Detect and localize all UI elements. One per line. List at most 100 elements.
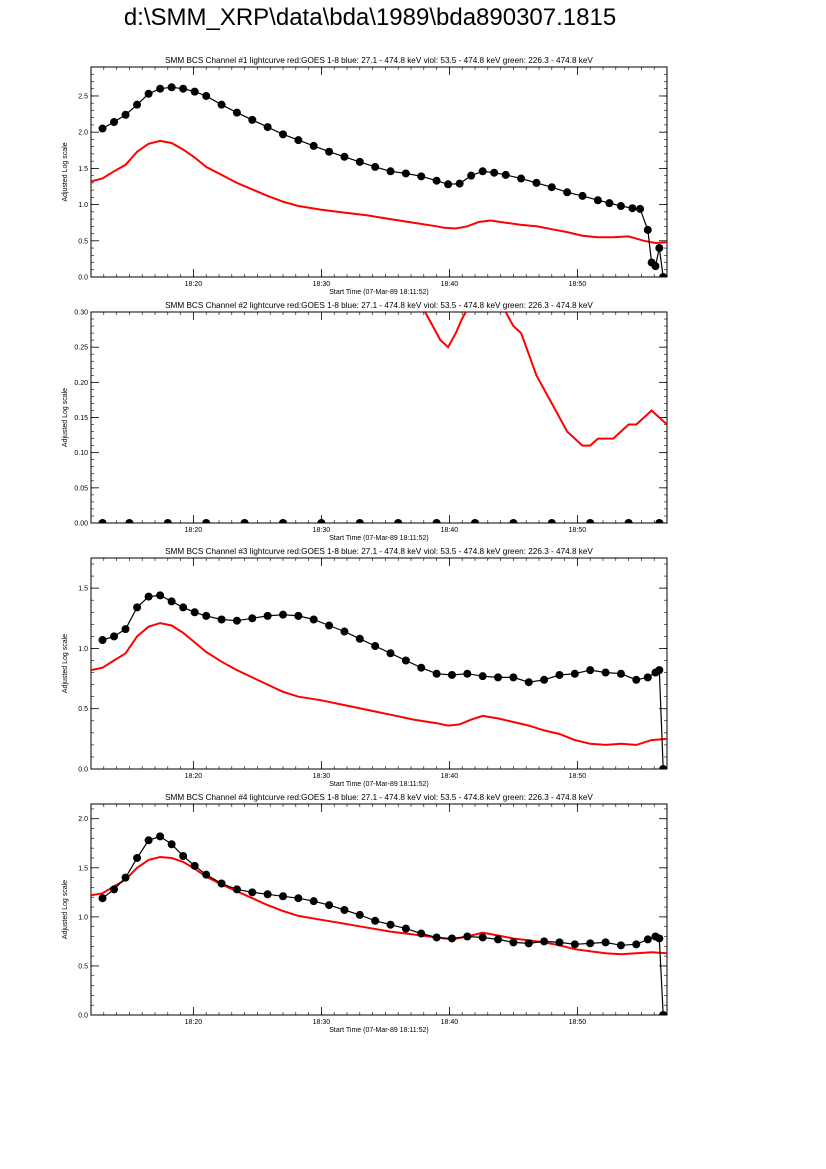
x-tick-label: 18:40 xyxy=(441,281,459,288)
bcs-data-point xyxy=(232,885,241,894)
x-axis-label: Start Time (07-Mar-89 18:11:52) xyxy=(329,781,428,788)
bcs-data-point xyxy=(121,625,130,634)
bcs-data-point xyxy=(586,519,595,523)
chart-title: SMM BCS Channel #3 lightcurve red:GOES 1… xyxy=(165,547,593,556)
bcs-data-point xyxy=(643,673,652,682)
bcs-data-point xyxy=(386,920,395,929)
x-tick-label: 18:30 xyxy=(313,281,331,288)
goes-series-line xyxy=(91,855,667,956)
bcs-data-point xyxy=(494,935,503,944)
x-tick-label: 18:40 xyxy=(441,527,459,534)
x-tick-label: 18:50 xyxy=(569,527,587,534)
bcs-data-point xyxy=(179,84,188,93)
page-title: d:\SMM_XRP\data\bda\1989\bda890307.1815 xyxy=(123,4,617,31)
bcs-data-point xyxy=(217,615,226,624)
bcs-data-point xyxy=(248,888,257,897)
plot-frame xyxy=(90,557,668,770)
bcs-data-point xyxy=(593,196,602,205)
bcs-data-point xyxy=(659,1011,667,1015)
bcs-data-point xyxy=(509,673,518,682)
bcs-data-point xyxy=(163,519,172,523)
bcs-data-point xyxy=(232,616,241,625)
chart-panel-3: SMM BCS Channel #3 lightcurve red:GOES 1… xyxy=(62,547,668,788)
x-tick-label: 18:40 xyxy=(441,1019,459,1026)
bcs-data-point xyxy=(279,610,287,619)
bcs-data-point xyxy=(386,649,395,658)
goes-series-line xyxy=(91,139,667,245)
bcs-data-point xyxy=(601,938,610,947)
bcs-data-point xyxy=(616,941,625,950)
bcs-data-point xyxy=(401,169,410,178)
bcs-series-line xyxy=(102,594,664,769)
bcs-data-point xyxy=(371,642,380,651)
bcs-data-point xyxy=(309,141,318,150)
plot-frame xyxy=(90,66,668,278)
chart-panel-1: SMM BCS Channel #1 lightcurve red:GOES 1… xyxy=(62,56,668,296)
y-tick-label: 0.20 xyxy=(74,380,88,387)
bcs-data-point xyxy=(156,84,165,93)
bcs-data-point xyxy=(355,634,364,643)
bcs-data-point xyxy=(125,519,134,523)
bcs-data-point xyxy=(636,204,645,213)
bcs-data-point xyxy=(509,519,518,523)
plot-frame xyxy=(90,803,668,1016)
x-tick-label: 18:50 xyxy=(569,773,587,780)
bcs-data-point xyxy=(202,519,211,523)
bcs-data-point xyxy=(133,853,142,862)
bcs-data-point xyxy=(294,611,303,620)
bcs-data-point xyxy=(156,591,165,600)
bcs-data-point xyxy=(263,611,272,620)
bcs-data-point xyxy=(279,519,287,523)
bcs-data-point xyxy=(643,935,652,944)
bcs-data-point xyxy=(121,110,130,119)
y-tick-label: 1.5 xyxy=(78,166,88,173)
bcs-data-point xyxy=(563,188,572,197)
bcs-data-point xyxy=(167,597,176,606)
plot-frame xyxy=(90,311,668,524)
plot-area xyxy=(91,83,667,277)
bcs-data-point xyxy=(540,675,549,684)
bcs-series-line xyxy=(102,86,664,277)
bcs-data-point xyxy=(279,892,287,901)
goes-series-line xyxy=(424,312,467,349)
x-tick-label: 18:50 xyxy=(569,1019,587,1026)
goes-series-line xyxy=(91,622,667,746)
y-tick-label: 0.0 xyxy=(78,767,88,774)
bcs-data-point xyxy=(578,191,587,200)
bcs-data-point xyxy=(555,938,564,947)
bcs-data-point xyxy=(401,924,410,933)
y-tick-label: 0.05 xyxy=(74,485,88,492)
bcs-data-point xyxy=(651,262,660,271)
bcs-data-point xyxy=(655,666,664,675)
bcs-data-point xyxy=(340,627,349,636)
bcs-data-point xyxy=(547,519,556,523)
bcs-data-point xyxy=(217,879,226,888)
bcs-data-point xyxy=(98,124,107,133)
bcs-data-point xyxy=(325,901,334,910)
goes-series-line xyxy=(504,312,667,447)
bcs-data-point xyxy=(386,167,395,176)
bcs-data-point xyxy=(202,91,211,100)
bcs-data-point xyxy=(655,244,664,253)
bcs-data-point xyxy=(232,108,241,117)
bcs-data-point xyxy=(167,840,176,849)
bcs-data-point xyxy=(655,934,664,943)
bcs-data-point xyxy=(517,174,526,183)
bcs-data-point xyxy=(501,170,510,179)
y-tick-label: 1.0 xyxy=(78,202,88,209)
bcs-data-point xyxy=(190,87,199,96)
y-tick-label: 0.5 xyxy=(78,238,88,245)
y-tick-label: 1.5 xyxy=(78,865,88,872)
bcs-data-point xyxy=(263,123,272,132)
x-tick-label: 18:20 xyxy=(185,527,203,534)
bcs-data-point xyxy=(463,669,472,678)
chart-panel-4: SMM BCS Channel #4 lightcurve red:GOES 1… xyxy=(62,793,668,1034)
bcs-data-point xyxy=(432,519,441,523)
bcs-data-point xyxy=(467,171,476,180)
bcs-data-point xyxy=(490,168,499,177)
bcs-data-point xyxy=(494,673,503,682)
bcs-data-point xyxy=(355,519,364,523)
chart-title: SMM BCS Channel #4 lightcurve red:GOES 1… xyxy=(165,793,593,802)
bcs-data-point xyxy=(279,130,287,139)
